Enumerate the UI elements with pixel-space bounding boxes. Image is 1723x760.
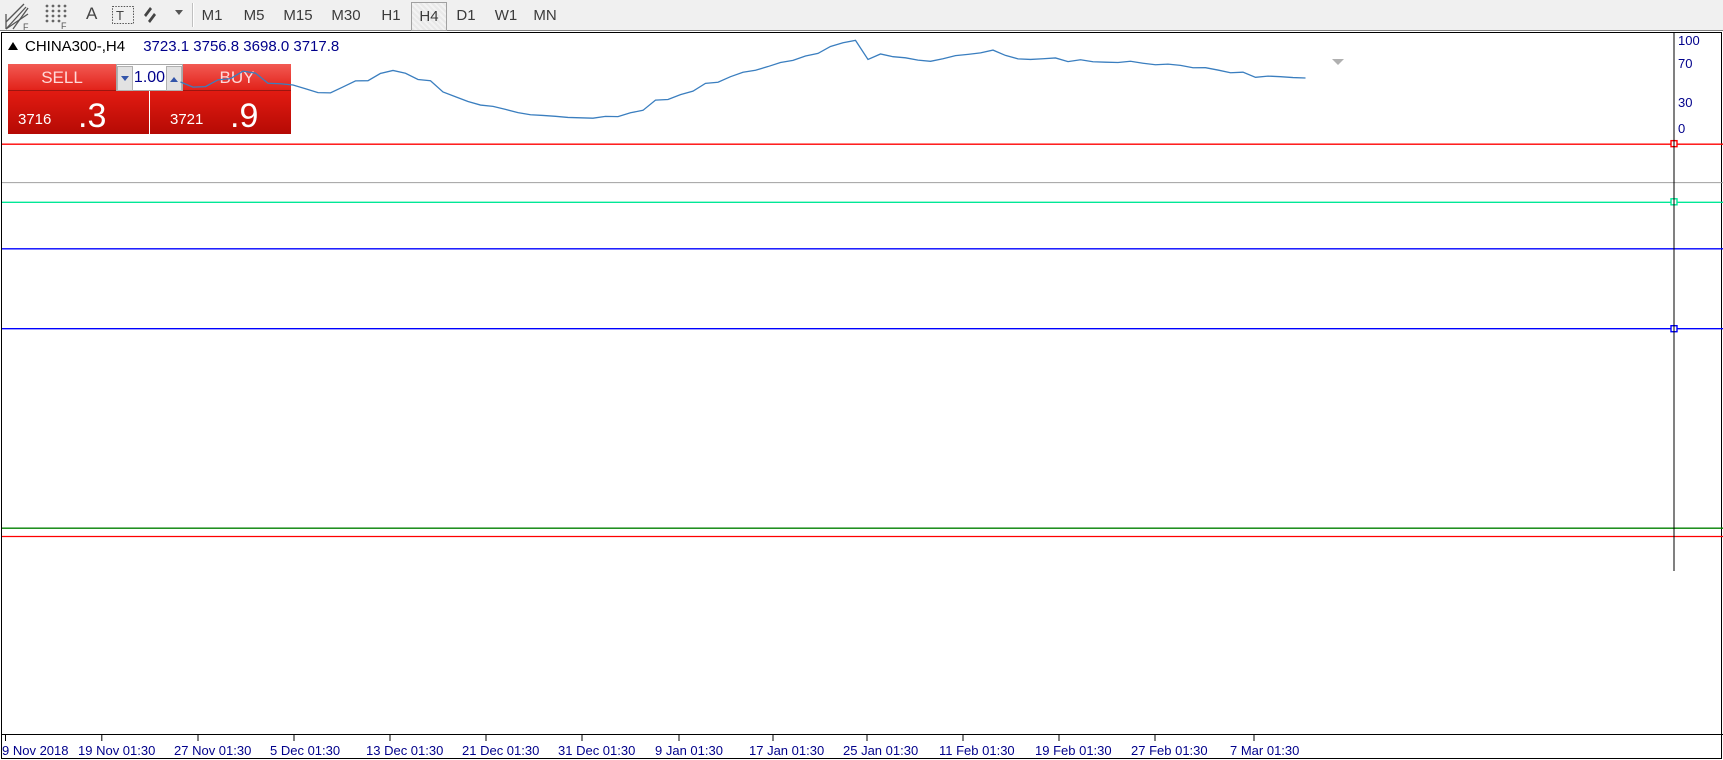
svg-text:F: F [61,21,67,31]
svg-text:F: F [23,22,29,32]
svg-text:T: T [116,8,124,23]
